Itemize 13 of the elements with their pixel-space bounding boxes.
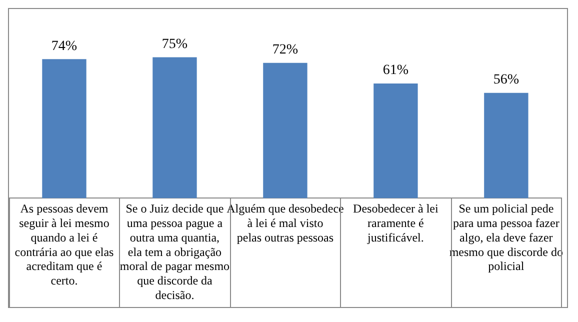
bar: [484, 92, 528, 198]
data-label: 61%: [382, 63, 409, 78]
data-label: 74%: [51, 38, 78, 54]
bar: [263, 62, 308, 198]
data-label: 56%: [493, 72, 520, 88]
x-tick-label: Alguém que desobedece à lei é mal visto pelas outras pessoas: [226, 202, 344, 244]
data-label: 75%: [162, 36, 188, 52]
bar: [42, 59, 86, 198]
data-label: 72%: [272, 42, 298, 58]
x-tick-label: As pessoas devem seguir à lei mesmo quando a lei é contrária ao que elas acreditam que é certo.: [14, 202, 114, 288]
x-tick-label: Desobedecer à lei raramente é justificável.: [353, 202, 439, 244]
bar: [374, 84, 418, 198]
bar: [152, 57, 197, 198]
